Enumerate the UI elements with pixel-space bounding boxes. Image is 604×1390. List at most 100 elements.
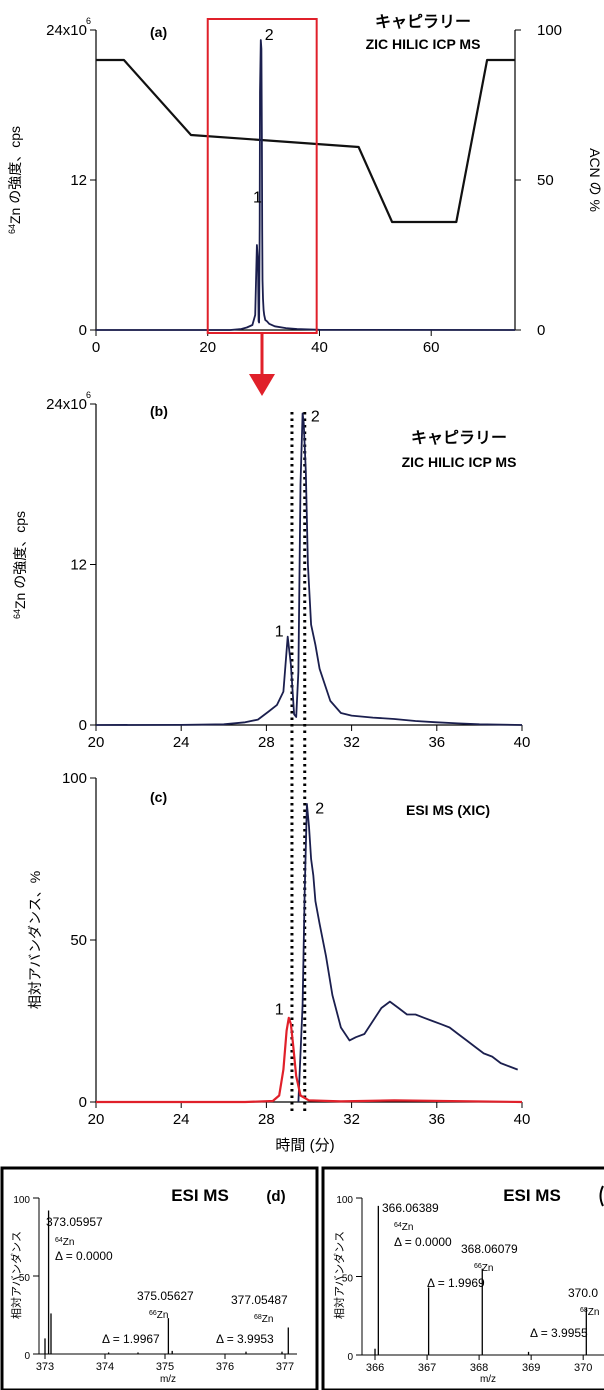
panel-e-xtick-label: 369 — [522, 1362, 540, 1374]
panel-c-xtick-label: 32 — [343, 1111, 360, 1128]
panel-b-xtick-label: 36 — [428, 734, 445, 751]
panel-a-ytick-label: 24x10 — [46, 22, 87, 39]
panel-c-xtick-label: 24 — [173, 1111, 190, 1128]
panel-d-annot-2-el: Zn — [157, 1310, 169, 1321]
panel-d-annot-3-el: Zn — [262, 1314, 274, 1325]
panel-c-ytick-label: 50 — [70, 932, 87, 949]
panel-d-title: ESI MS — [171, 1186, 229, 1205]
panel-a-ylabel-text: Zn の強度、cps — [7, 126, 23, 224]
panel-d-xtick-label: 376 — [216, 1361, 234, 1373]
panel-a-ylabel: 64Zn の強度、cps — [7, 126, 23, 234]
panel-d: 373 374 375 376 377 0 50 100 ESI MS (d) m/z 相対… — [0, 1166, 319, 1390]
panel-e-annot-3-delta: Δ = 3.9955 — [530, 1326, 588, 1340]
panel-e-xlabel: m/z — [480, 1374, 496, 1385]
panel-d-annot-3-mz: 377.05487 — [231, 1293, 288, 1307]
panel-d-annot-2-mz: 375.05627 — [137, 1289, 194, 1303]
panel-a-ylabel-sup: 64 — [7, 224, 17, 234]
panel-b-title-line-2: ZIC HILIC ICP MS — [402, 454, 517, 470]
panel-b-ytick-label: 12 — [70, 557, 87, 574]
panel-d-annot-3-sup: 68 — [254, 1314, 262, 1321]
panel-e-annot-1-iso: 64Zn — [394, 1222, 413, 1233]
panel-e-annot-3-sup: 68 — [580, 1307, 588, 1314]
panel-d-xtick-label: 375 — [156, 1361, 174, 1373]
panel-e-xtick-label: 366 — [366, 1362, 384, 1374]
panel-d-annot-2-iso: 66Zn — [149, 1310, 168, 1321]
panel-e-annot-1-el: Zn — [402, 1222, 414, 1233]
panel-a-title-line-2: ZIC HILIC ICP MS — [366, 36, 481, 52]
panel-d-xtick-label: 377 — [276, 1361, 294, 1373]
panel-b-peak-label-1: 1 — [275, 624, 284, 641]
panel-a-y2-ytick-label: 50 — [537, 172, 554, 189]
panel-a-label: (a) — [150, 24, 167, 40]
panel-d-annot-2-delta: Δ = 1.9967 — [102, 1332, 160, 1346]
panel-d-annot-1-iso: 64Zn — [55, 1237, 74, 1248]
panel-b-xtick-label: 28 — [258, 734, 275, 751]
panel-e-xtick-label: 367 — [418, 1362, 436, 1374]
panel-b-ytick-label: 24x10 — [46, 396, 87, 413]
zoom-arrow — [249, 333, 275, 396]
panel-b-ylabel-sup: 64 — [12, 609, 22, 619]
panel-a-peak-label-2: 2 — [265, 27, 274, 44]
panel-b-xtick-label: 40 — [514, 734, 531, 751]
panel-a-y-top-sup: 6 — [86, 16, 91, 26]
panel-b-ylabel-text: Zn の強度、cps — [12, 511, 28, 609]
panel-e-annot-2-el: Zn — [482, 1263, 494, 1274]
panel-d-label: (d) — [266, 1188, 285, 1205]
panel-e-annot-3-iso: 68Zn — [580, 1307, 599, 1318]
panel-c-ytick-label: 100 — [62, 770, 87, 787]
panel-e-annot-1-mz: 366.06389 — [382, 1201, 439, 1215]
panel-e: 366 367 368 369 370 0 50 100 ESI MS m/z 相対アバンダ… — [321, 1166, 604, 1390]
panel-a-y2-ytick-label: 0 — [537, 322, 545, 339]
panel-d-annot-3-delta: Δ = 3.9953 — [216, 1332, 274, 1346]
panel-c-peak-label-2: 2 — [315, 801, 324, 818]
panel-c-xlabel: 時間 (分) — [275, 1137, 334, 1154]
panel-e-ytick-label: 0 — [347, 1352, 353, 1363]
panel-b-series-zn64 — [95, 412, 523, 726]
panel-a-ytick-label: 12 — [70, 172, 87, 189]
panel-e-annot-1-delta: Δ = 0.0000 — [394, 1235, 452, 1249]
panel-c-ylabel: 相対アバンダンス、% — [27, 871, 43, 1009]
panel-b-xtick-label: 32 — [343, 734, 360, 751]
panel-e-ytick-label: 50 — [342, 1274, 354, 1285]
panel-d-annot-1-sup: 64 — [55, 1237, 63, 1244]
panel-d-annot-1-el: Zn — [63, 1237, 75, 1248]
panel-a-xtick-label: 20 — [199, 339, 216, 356]
panel-b-xtick-label: 24 — [173, 734, 190, 751]
panel-d-xlabel: m/z — [160, 1374, 176, 1385]
panel-e-title: ESI MS — [503, 1186, 561, 1205]
panel-e-ylabel: 相対アバンダンス — [332, 1231, 346, 1319]
panel-d-xtick-label: 374 — [96, 1361, 114, 1373]
panel-d-ytick-label: 50 — [19, 1273, 31, 1284]
panel-e-xtick-label: 368 — [470, 1362, 488, 1374]
panel-b-peak-label-2: 2 — [311, 408, 320, 425]
panel-e-annot-3-el: Zn — [588, 1307, 600, 1318]
panel-e-ytick-label: 100 — [336, 1195, 353, 1206]
panel-b-ytick-label: 0 — [79, 717, 87, 734]
panel-c-xtick-label: 28 — [258, 1111, 275, 1128]
panel-c-label: (c) — [150, 789, 167, 805]
panel-b-title-line-1: キャピラリー — [411, 429, 507, 447]
panel-b-y-top-sup: 6 — [86, 390, 91, 400]
panel-c-ytick-label: 0 — [79, 1094, 87, 1111]
panel-c-title: ESI MS (XIC) — [406, 802, 490, 818]
panel-d-ylabel: 相対アバンダンス — [9, 1231, 23, 1319]
panel-d-frame — [0, 1166, 319, 1390]
panel-e-xtick-label: 370 — [574, 1362, 592, 1374]
panel-d-annot-1-mz: 373.05957 — [46, 1215, 103, 1229]
panel-d-ytick-label: 0 — [24, 1351, 30, 1362]
panel-c-peak-label-1: 1 — [275, 1002, 284, 1019]
panel-c-xtick-label: 40 — [514, 1111, 531, 1128]
panel-a-xtick-label: 0 — [92, 339, 100, 356]
panel-a-ytick-label: 0 — [79, 322, 87, 339]
panel-a-y2-ytick-label: 100 — [537, 22, 562, 39]
panel-a-series-zn64 — [96, 39, 516, 331]
panel-b-xtick-label: 20 — [88, 734, 105, 751]
panel-a-xtick-label: 60 — [423, 339, 440, 356]
panel-a-title-line-1: キャピラリー — [375, 13, 471, 31]
panel-e-annot-3-mz: 370.0 — [568, 1286, 598, 1300]
panel-a-peak-label-1: 1 — [253, 190, 262, 207]
